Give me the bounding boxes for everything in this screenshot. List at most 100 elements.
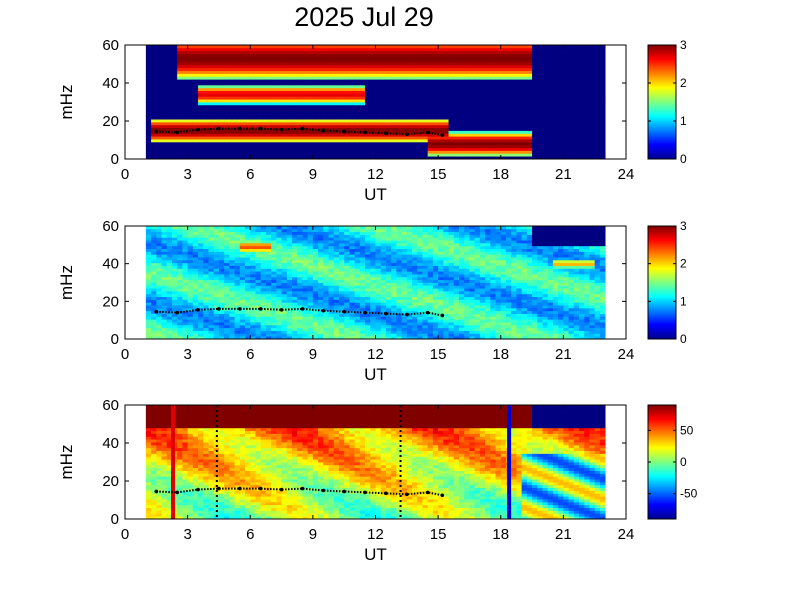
heatmap-cell: [464, 130, 470, 134]
heatmap-cell: [547, 47, 554, 52]
trace-point: [342, 129, 346, 134]
heatmap-cell: [412, 93, 418, 97]
heatmap-cell: [245, 276, 251, 281]
heatmap-cell: [271, 64, 277, 69]
heatmap-cell: [380, 93, 387, 97]
heatmap-cell: [187, 119, 194, 123]
heatmap-cell: [187, 73, 194, 77]
heatmap-cell: [354, 87, 361, 91]
heatmap-cell: [354, 56, 361, 60]
heatmap-cell: [218, 130, 225, 134]
heatmap-cell: [584, 153, 590, 157]
heatmap-cell: [563, 76, 569, 80]
heatmap-cell: [292, 113, 298, 117]
heatmap-cell: [171, 90, 178, 94]
heatmap-cell: [182, 141, 189, 146]
heatmap-cell: [171, 93, 178, 97]
heatmap-cell: [589, 93, 596, 97]
heatmap-cell: [292, 96, 298, 100]
heatmap-cell: [333, 93, 340, 97]
heatmap-cell: [552, 47, 559, 52]
heatmap-cell: [563, 73, 569, 77]
heatmap-cell: [192, 336, 199, 340]
heatmap-cell: [448, 82, 455, 86]
heatmap-cell: [161, 290, 168, 295]
heatmap-cell: [453, 107, 460, 111]
heatmap-cell: [229, 84, 235, 89]
heatmap-cell: [161, 319, 168, 323]
heatmap-cell: [490, 153, 496, 157]
heatmap-cell: [203, 67, 209, 72]
heatmap-cell: [271, 104, 277, 109]
heatmap-cell: [323, 136, 329, 140]
heatmap-cell: [318, 96, 324, 100]
heatmap-cell: [375, 82, 382, 86]
heatmap-cell: [208, 242, 215, 247]
heatmap-cell: [171, 259, 178, 264]
heatmap-cell: [443, 96, 449, 100]
heatmap-cell: [286, 234, 293, 238]
heatmap-cell: [307, 59, 314, 63]
heatmap-cell: [177, 79, 183, 83]
heatmap-cell: [474, 96, 481, 100]
heatmap-cell: [156, 62, 162, 66]
heatmap-cell: [589, 121, 596, 126]
heatmap-cell: [297, 290, 303, 295]
heatmap-cell: [276, 302, 282, 306]
heatmap-cell: [245, 82, 251, 86]
heatmap-cell: [385, 99, 392, 103]
heatmap-cell: [161, 119, 168, 123]
heatmap-cell: [213, 107, 220, 111]
heatmap-cell: [417, 153, 423, 157]
heatmap-cell: [213, 139, 220, 143]
heatmap-cell: [323, 119, 329, 123]
heatmap-cell: [182, 282, 189, 286]
heatmap-cell: [265, 139, 272, 143]
heatmap-cell: [297, 305, 303, 309]
heatmap-cell: [406, 150, 413, 154]
heatmap-cell: [208, 268, 215, 272]
heatmap-cell: [161, 240, 168, 244]
heatmap-cell: [485, 62, 491, 66]
heatmap-cell: [255, 245, 262, 249]
heatmap-cell: [302, 242, 309, 247]
heatmap-cell: [177, 96, 183, 100]
heatmap-cell: [573, 102, 580, 106]
heatmap-cell: [568, 107, 575, 111]
y-axis-label: mHz: [57, 85, 76, 120]
heatmap-cell: [542, 133, 549, 137]
heatmap-cell: [292, 234, 298, 238]
heatmap-cell: [229, 322, 235, 326]
heatmap-cell: [208, 93, 215, 97]
heatmap-cell: [422, 139, 429, 143]
heatmap-cell: [151, 150, 157, 154]
heatmap-cell: [349, 76, 356, 80]
heatmap-cell: [312, 316, 319, 320]
heatmap-cell: [354, 104, 361, 109]
heatmap-cell: [239, 90, 246, 94]
heatmap-cell: [245, 113, 251, 117]
heatmap-cell: [307, 251, 314, 255]
heatmap-cell: [511, 150, 517, 154]
heatmap-cell: [203, 265, 209, 269]
heatmap-cell: [485, 156, 491, 160]
heatmap-cell: [213, 285, 220, 289]
heatmap-cell: [406, 144, 413, 148]
heatmap-cell: [505, 130, 512, 134]
heatmap-cell: [432, 84, 439, 89]
heatmap-cell: [145, 150, 152, 154]
heatmap-cell: [594, 62, 601, 66]
heatmap-cell: [365, 56, 371, 60]
heatmap-cell: [380, 70, 387, 74]
heatmap-cell: [354, 99, 361, 103]
heatmap-cell: [224, 124, 230, 129]
heatmap-cell: [292, 153, 298, 157]
heatmap-cell: [464, 139, 470, 143]
heatmap-cell: [177, 121, 183, 126]
heatmap-cell: [234, 45, 241, 49]
heatmap-cell: [469, 76, 476, 80]
heatmap-cell: [573, 76, 580, 80]
heatmap-cell: [359, 104, 366, 109]
heatmap-cell: [276, 147, 282, 151]
heatmap-cell: [161, 82, 168, 86]
